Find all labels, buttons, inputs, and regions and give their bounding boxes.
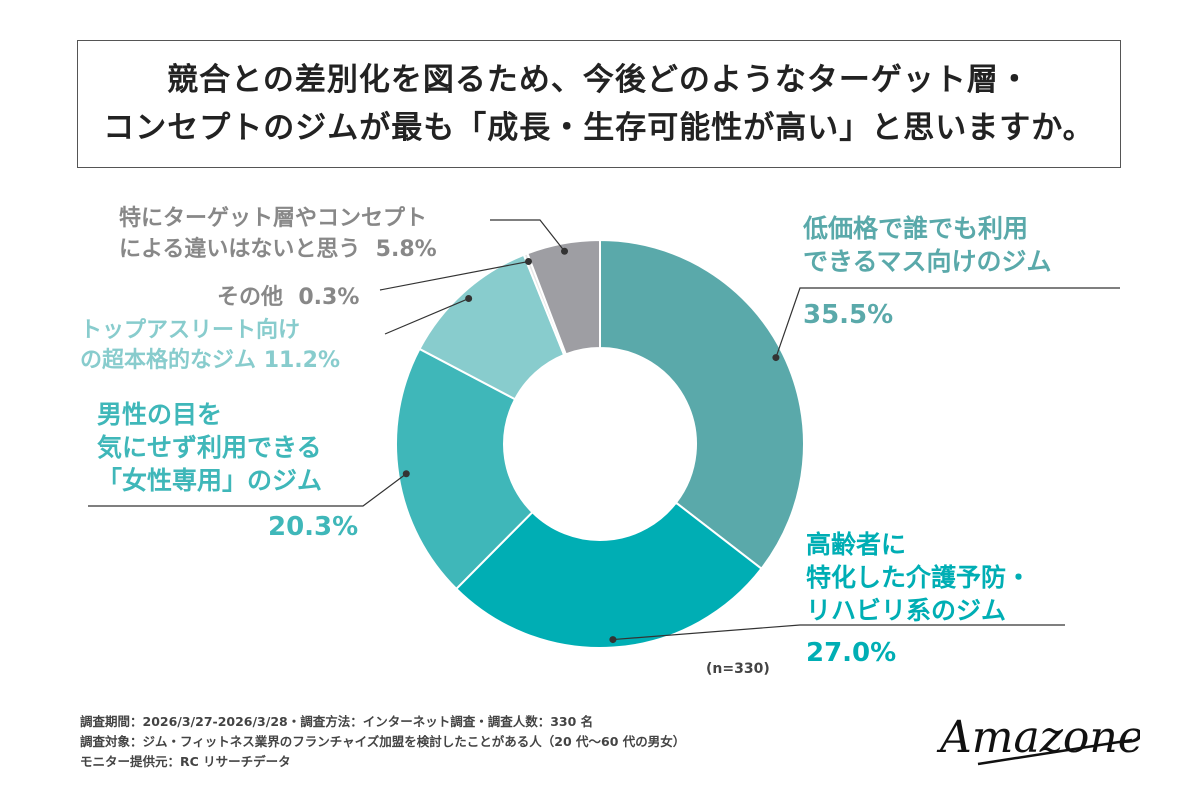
title-line-2: コンセプトのジムが最も「成長・生存可能性が高い」と思いますか。	[103, 110, 1095, 146]
slice-label-athlete-gym: トップアスリート向け の超本格的なジム 11.2%	[80, 316, 340, 376]
slice-label-women-gym-line-3: 「女性専用」のジム	[97, 466, 323, 495]
slice-label-mass-gym: 低価格で誰でも利用 できるマス向けのジム	[803, 212, 1052, 278]
leader-line-athlete-gym	[384, 297, 469, 335]
leader-dot-mass-gym	[772, 354, 780, 362]
leader-dot-women-gym	[402, 470, 410, 478]
leader-dot-athlete-gym	[465, 295, 473, 303]
slice-label-no-difference-text: による違いはないと思う	[119, 237, 361, 262]
slice-label-no-difference-line-2: による違いはないと思う 5.8%	[119, 234, 437, 265]
title-box: 競合との差別化を図るため、今後どのようなターゲット層・ コンセプトのジムが最も「…	[77, 40, 1121, 168]
leader-line-other	[379, 260, 529, 291]
slice-value-other: 0.3%	[298, 285, 360, 310]
leader-dot-no-difference	[561, 247, 569, 255]
leader-line-women-gym	[88, 473, 407, 507]
slice-value-women-gym: 20.3%	[268, 512, 359, 542]
footer-line-3: モニター提供元：RC リサーチデータ	[80, 754, 291, 769]
slice-label-senior-gym: 高齢者に 特化した介護予防・ リハビリ系のジム	[806, 528, 1031, 627]
slice-label-athlete-gym-line-2: の超本格的なジム 11.2%	[80, 346, 340, 376]
slice-label-mass-gym-line-2: できるマス向けのジム	[803, 247, 1052, 276]
slice-label-senior-gym-line-1: 高齢者に	[806, 530, 907, 559]
slice-label-other: その他 0.3%	[217, 279, 359, 311]
slice-women-gym	[395, 347, 534, 591]
slice-label-no-difference-line-1: 特にターゲット層やコンセプト	[119, 206, 428, 231]
slice-label-other-text: その他	[217, 285, 284, 310]
leader-line-no-difference	[490, 219, 565, 252]
slice-value-senior-gym: 27.0%	[806, 638, 897, 668]
slice-value-athlete-gym: 11.2%	[263, 348, 341, 373]
leader-line-mass-gym	[775, 287, 1120, 358]
slice-value-mass-gym: 35.5%	[803, 300, 894, 330]
survey-footer: 調査期間：2026/3/27-2026/3/28・調査方法：インターネット調査・…	[80, 712, 685, 772]
title-line-1: 競合との差別化を図るため、今後どのようなターゲット層・	[167, 62, 1031, 98]
sample-size-label: (n=330)	[706, 661, 770, 677]
slice-label-women-gym: 男性の目を 気にせず利用できる 「女性専用」のジム	[97, 398, 322, 497]
slice-senior-gym	[454, 501, 763, 649]
logo-underline	[977, 738, 1133, 766]
slice-no-difference	[526, 238, 601, 356]
slice-label-athlete-gym-text: の超本格的なジム	[80, 348, 257, 373]
leader-dot-other	[524, 258, 532, 266]
slice-label-women-gym-line-2: 気にせず利用できる	[97, 433, 322, 462]
amazones-logo: Amazones	[936, 712, 1140, 766]
slice-label-no-difference: 特にターゲット層やコンセプト による違いはないと思う 5.8%	[119, 203, 437, 265]
slice-label-mass-gym-line-1: 低価格で誰でも利用	[803, 214, 1029, 243]
slice-label-athlete-gym-line-1: トップアスリート向け	[80, 318, 301, 343]
footer-line-2: 調査対象：ジム・フィットネス業界のフランチャイズ加盟を検討したことがある人（20…	[80, 734, 686, 749]
slice-label-senior-gym-line-3: リハビリ系のジム	[806, 596, 1007, 625]
slice-label-senior-gym-line-2: 特化した介護予防・	[806, 563, 1032, 592]
footer-line-1: 調査期間：2026/3/27-2026/3/28・調査方法：インターネット調査・…	[80, 714, 594, 729]
slice-mass-gym	[599, 238, 805, 571]
slice-label-women-gym-line-1: 男性の目を	[97, 400, 223, 429]
leader-line-senior-gym	[612, 624, 1065, 641]
leader-dot-senior-gym	[609, 636, 617, 644]
slice-value-no-difference: 5.8%	[375, 237, 437, 262]
